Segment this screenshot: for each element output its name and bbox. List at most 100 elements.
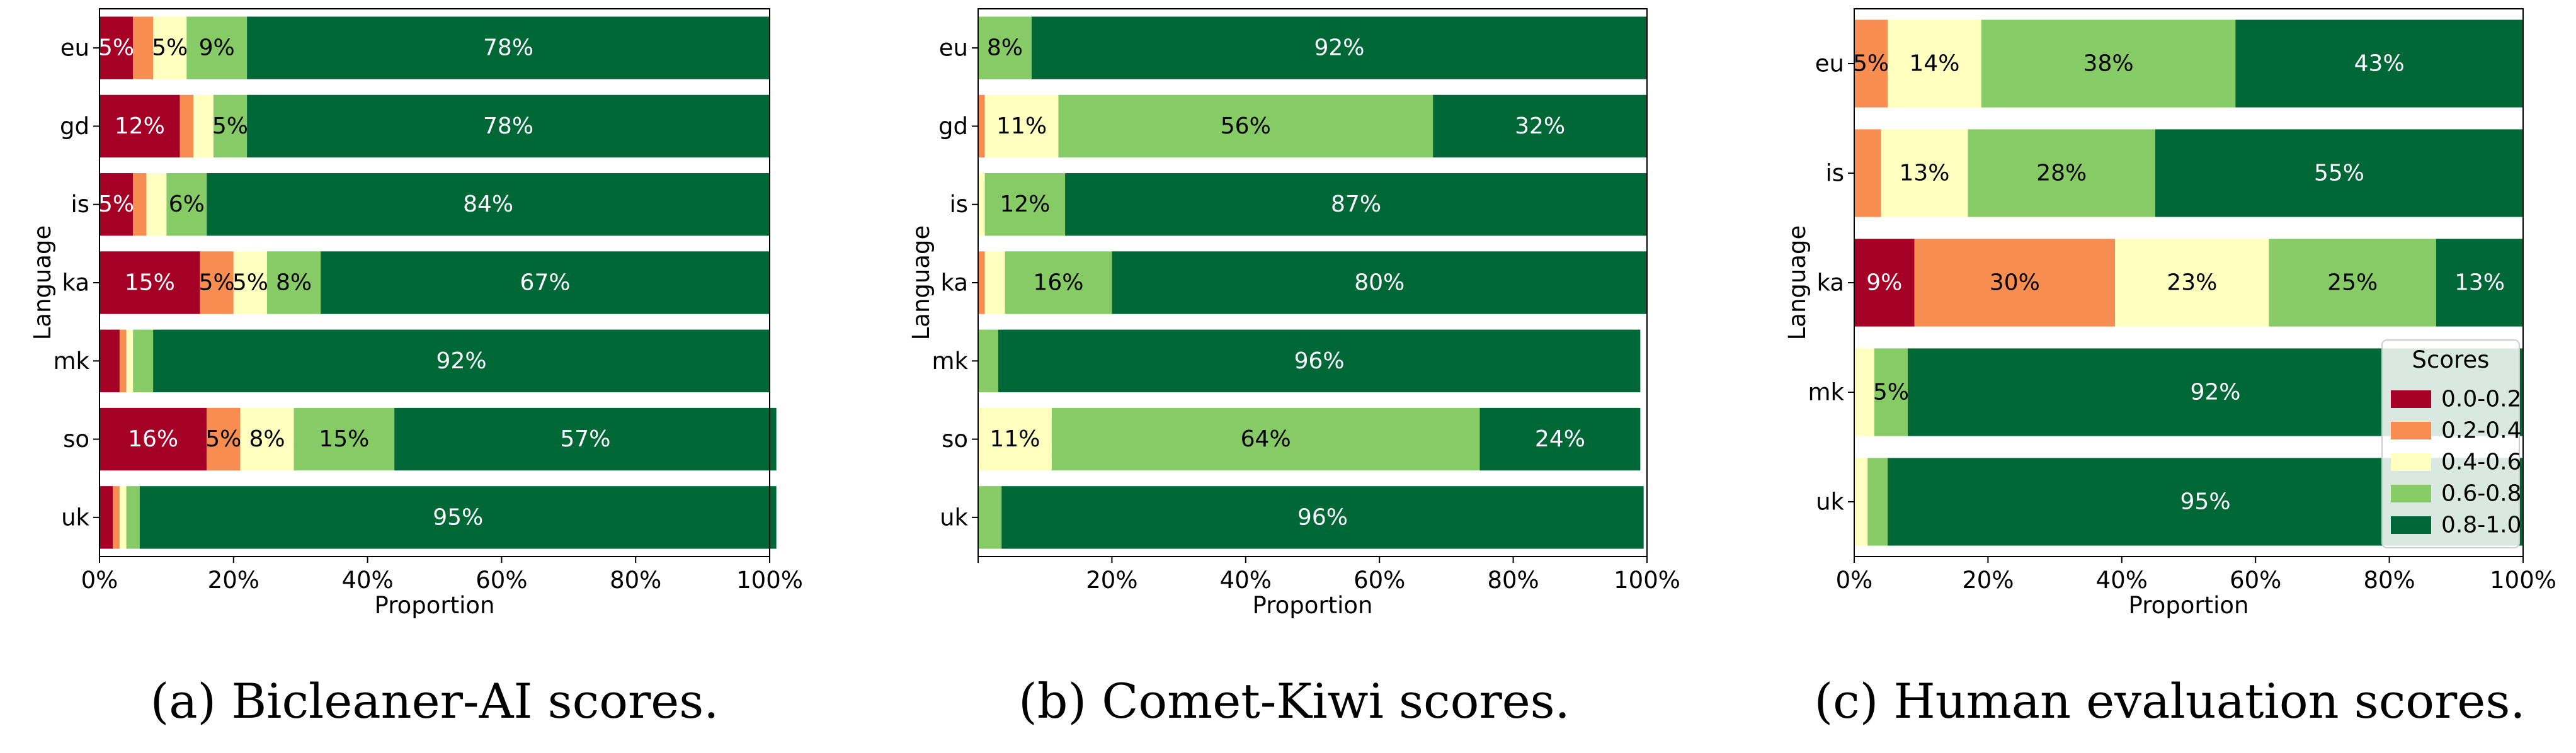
bar-segment-is-0.2-0.4 [133,173,147,236]
y-tick-label: is [71,191,89,218]
bar-value-label: 8% [987,35,1023,61]
bar-segment-gd-0.8-1.0 [1433,94,1647,158]
legend-entry-label: 0.2-0.4 [2441,418,2522,444]
bar-value-label: 25% [2327,270,2378,296]
bar-segment-gd-0.2-0.4 [978,94,985,158]
bar-segment-gd-0.4-0.6 [193,94,214,158]
bar-segment-is-0.8-1.0 [1065,173,1647,236]
bar-value-label: 78% [483,113,533,139]
bar-segment-ka-0.0-0.2 [1854,239,1915,327]
y-tick-label: gd [938,113,968,140]
bar-value-label: 5% [212,113,248,139]
bar-segment-uk-0.6-0.8 [126,486,140,549]
legend-swatch-0.8-1.0 [2391,516,2431,534]
bar-segment-is-0.2-0.4 [1854,129,1881,217]
y-tick-label: mk [932,348,969,375]
bar-value-label: 13% [2454,270,2505,296]
bar-value-label: 24% [1535,426,1585,452]
bar-value-label: 78% [483,35,533,61]
bar-segment-mk-0.8-1.0 [153,329,770,392]
bar-value-label: 11% [996,113,1047,139]
x-tick-label: 0% [1836,567,1873,594]
x-tick-label: 60% [2230,567,2281,594]
legend-swatch-0.4-0.6 [2391,453,2431,471]
bar-value-label: 8% [276,270,312,296]
bar-segment-is-0.4-0.6 [146,173,167,236]
bar-value-label: 55% [2314,161,2364,186]
bar-segment-is-0.8-1.0 [2155,129,2523,217]
bar-value-label: 13% [1900,161,1950,186]
bar-segment-so-0.6-0.8 [294,407,395,471]
bar-segment-is-0.8-1.0 [207,173,770,236]
bar-segment-so-0.4-0.6 [978,407,1052,471]
bar-segment-is-0.6-0.8 [166,173,207,236]
bar-segment-gd-0.8-1.0 [247,94,770,158]
bar-segment-mk-0.6-0.8 [133,329,154,392]
bar-segment-is-0.6-0.8 [1968,129,2155,217]
bar-segment-ka-0.4-0.6 [984,251,1005,314]
bar-segment-eu-0.2-0.4 [1854,20,1888,108]
x-tick-label: 40% [1220,567,1272,594]
bar-segment-ka-0.6-0.8 [267,251,321,314]
y-tick-label: is [1825,160,1844,187]
bar-segment-ka-0.8-1.0 [2436,239,2523,327]
x-tick-label: 100% [736,567,803,594]
bar-value-label: 80% [1354,270,1405,296]
x-tick-label: 20% [1962,567,2014,594]
bar-segment-uk-0.6-0.8 [1867,458,1888,546]
bar-segment-uk-0.0-0.2 [100,486,113,549]
x-tick-label: 80% [2363,567,2415,594]
bar-segment-is-0.0-0.2 [100,173,134,236]
x-tick-label: 80% [1487,567,1539,594]
bar-value-label: 56% [1221,113,1271,139]
bar-value-label: 84% [463,191,513,217]
y-tick-label: ka [941,269,968,297]
bar-segment-gd-0.0-0.2 [100,94,180,158]
bar-value-label: 5% [199,270,235,296]
bar-value-label: 12% [1000,191,1050,217]
legend-entry-label: 0.8-1.0 [2441,512,2522,538]
bar-value-label: 87% [1331,191,1381,217]
y-tick-label: eu [1815,50,1844,77]
x-tick-label: 100% [2490,567,2556,594]
bar-segment-uk-0.8-1.0 [1001,486,1644,549]
bar-value-label: 5% [232,270,268,296]
bar-segment-eu-0.4-0.6 [1888,20,1981,108]
bar-segment-uk-0.4-0.6 [119,486,127,549]
bar-value-label: 95% [433,504,483,530]
y-tick-label: uk [1816,489,1844,516]
legend: Scores 0.0-0.2 0.2-0.4 0.4-0.6 0.6-0.8 0.8-1.… [2381,339,2522,548]
bar-value-label: 11% [989,426,1040,452]
axes-frame [1854,8,2524,557]
bar-value-label: 5% [1853,51,1889,77]
x-tick-label: 20% [208,567,259,594]
bar-segment-so-0.0-0.2 [100,407,207,471]
bar-value-label: 92% [1314,35,1364,61]
bar-value-label: 43% [2354,51,2405,77]
bar-segment-is-0.6-0.8 [984,173,1066,236]
y-tick-label: so [942,426,968,453]
y-tick-label: ka [62,269,89,297]
bar-segment-mk-0.4-0.6 [126,329,134,392]
y-tick-label: ka [1817,269,1844,297]
y-axis-title: Language [1784,225,1811,341]
y-tick-label: gd [60,113,89,140]
bar-segment-ka-0.6-0.8 [2269,239,2436,327]
bar-segment-uk-0.4-0.6 [1854,458,1868,546]
bar-segment-eu-0.6-0.8 [1981,20,2236,108]
bar-value-label: 30% [1990,270,2040,296]
bar-value-label: 95% [2180,489,2231,515]
bar-value-label: 32% [1515,113,1565,139]
bar-value-label: 96% [1294,348,1345,374]
axes-frame [977,8,1648,557]
x-axis-title: Proportion [1253,592,1373,619]
bar-value-label: 12% [115,113,165,139]
bar-value-label: 28% [2036,161,2087,186]
x-axis-title: Proportion [2129,592,2249,619]
bar-segment-mk-0.6-0.8 [978,329,998,392]
panel-caption: (b) Comet-Kiwi scores. [1018,673,1570,729]
bar-value-label: 5% [98,191,134,217]
bar-value-label: 92% [2190,380,2240,405]
